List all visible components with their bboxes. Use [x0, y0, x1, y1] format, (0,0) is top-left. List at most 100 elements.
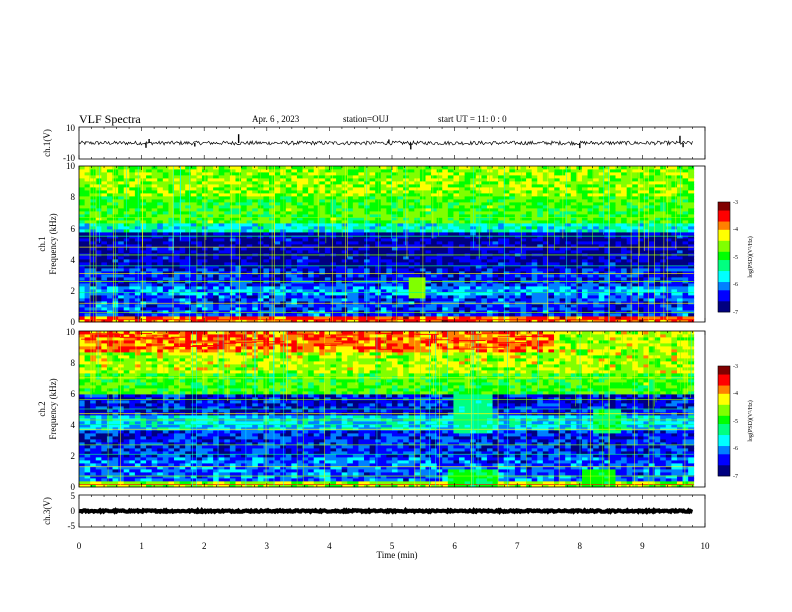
spec1-cell [252, 268, 259, 272]
spec1-cell [174, 292, 180, 296]
spec1-cell [190, 184, 197, 188]
spec1-cell [671, 265, 678, 269]
spec1-cell [509, 265, 516, 269]
spec1-cell [464, 223, 471, 227]
spec1-cell [475, 304, 482, 308]
spec1-cell [481, 193, 488, 197]
spec1-cell [593, 193, 600, 197]
spec1-cell [151, 265, 158, 269]
spec1-cell [296, 316, 303, 320]
spec1-cell [185, 193, 192, 197]
spec1-cell [643, 226, 650, 230]
spec1-cell [665, 286, 672, 290]
spec1-cell [604, 244, 611, 248]
spec1-cell [157, 229, 164, 233]
spec1-cell [475, 208, 482, 212]
spec1-cell [643, 238, 650, 242]
spec1-cell [537, 211, 544, 215]
spec1-cell [464, 259, 471, 263]
spec1-cell [520, 292, 527, 296]
spec1-cell [95, 202, 102, 206]
spec1-cell [106, 226, 113, 230]
spec1-cell [296, 271, 303, 275]
spec1-cell [106, 187, 113, 191]
spec1-cell [347, 268, 354, 272]
spec1-cell [442, 241, 449, 245]
spec1-cell [554, 286, 561, 290]
spec1-cell [218, 310, 225, 314]
spec1-cell [403, 268, 410, 272]
spec1-cell [308, 268, 315, 272]
spec1-cell [375, 196, 382, 200]
spec1-cell [101, 208, 108, 212]
spec1-cell [565, 271, 572, 275]
spec1-cell [626, 202, 633, 206]
spec1-cell [296, 199, 303, 203]
spec1-cell [207, 208, 214, 212]
spec1-cell [559, 250, 566, 254]
spec1-cell [481, 301, 488, 305]
spec1-cell [291, 217, 298, 221]
spec1-cell [207, 199, 214, 203]
spec1-cell [481, 223, 488, 227]
spec1-cell [257, 232, 264, 236]
spec1-cell [140, 190, 147, 194]
spec1-cell [570, 187, 577, 191]
spec1-cell [615, 202, 622, 206]
spec1-cell [436, 250, 443, 254]
spec1-cell [285, 241, 292, 245]
spec1-cell [263, 244, 270, 248]
spec1-cell [570, 304, 577, 308]
spec1-cell [224, 199, 231, 203]
spec1-cell [559, 259, 566, 263]
spec1-cell [436, 211, 443, 215]
spec1-cell [162, 268, 169, 272]
spec1-cell [252, 316, 259, 320]
spec1-cell [157, 184, 164, 188]
spec1-cell [604, 289, 611, 293]
spec1-cell [598, 313, 605, 317]
spec1-cell [470, 292, 477, 296]
spec1-cell [151, 241, 158, 245]
spec1-cell [185, 292, 192, 296]
spec1-cell [280, 208, 287, 212]
spec1-cell [162, 295, 169, 299]
spec1-cell [246, 265, 253, 269]
spec1-cell [375, 292, 382, 296]
spec1-cell [587, 208, 594, 212]
spec1-cell [548, 259, 555, 263]
spec1-cell [140, 244, 147, 248]
spec1-cell [391, 319, 398, 323]
spec1-cell [425, 241, 432, 245]
spec1-cell [576, 229, 583, 233]
spec1-cell [123, 256, 130, 260]
spec1-cell [146, 301, 153, 305]
spec1-cell [676, 193, 683, 197]
spec1-cell [514, 232, 521, 236]
spec1-cell [682, 289, 689, 293]
spec1-cell [263, 283, 270, 287]
spec1-cell [308, 286, 315, 290]
spec1-cell [386, 304, 393, 308]
spec1-cell [336, 193, 343, 197]
spec1-cell [274, 289, 281, 293]
spec1-cell [632, 226, 639, 230]
spec1-cell [649, 298, 656, 302]
spec1-cell [308, 271, 315, 275]
spec1-cell [403, 235, 410, 239]
spec1-cell [643, 196, 650, 200]
spec1-cell [274, 256, 281, 260]
spec1-cell [168, 190, 175, 194]
spec1-cell [598, 232, 605, 236]
spec1-cell [447, 256, 454, 260]
spec1-cell [581, 316, 588, 320]
spec1-cell [492, 193, 499, 197]
spec1-cell [168, 247, 175, 251]
spec1-cell [509, 295, 516, 299]
spec1-cell [621, 274, 628, 278]
spec1-cell [224, 250, 231, 254]
spec1-cell [576, 244, 583, 248]
spec1-cell [593, 301, 600, 305]
spec1-cell [90, 241, 97, 245]
spec1-cell [604, 238, 611, 242]
